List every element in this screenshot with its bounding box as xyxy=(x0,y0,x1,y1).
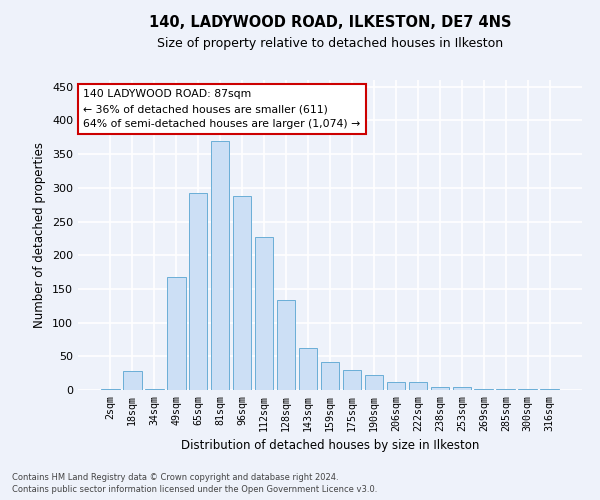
Bar xyxy=(277,300,295,390)
Bar xyxy=(145,388,164,390)
Bar xyxy=(189,192,208,390)
Bar xyxy=(101,388,119,390)
Bar xyxy=(475,388,493,390)
Bar xyxy=(365,374,383,390)
Bar xyxy=(320,362,340,390)
X-axis label: Distribution of detached houses by size in Ilkeston: Distribution of detached houses by size … xyxy=(181,439,479,452)
Bar xyxy=(299,348,317,390)
Text: 140 LADYWOOD ROAD: 87sqm
← 36% of detached houses are smaller (611)
64% of semi-: 140 LADYWOOD ROAD: 87sqm ← 36% of detach… xyxy=(83,90,360,129)
Bar xyxy=(255,237,274,390)
Bar xyxy=(167,277,185,390)
Text: 140, LADYWOOD ROAD, ILKESTON, DE7 4NS: 140, LADYWOOD ROAD, ILKESTON, DE7 4NS xyxy=(149,15,511,30)
Bar xyxy=(386,382,405,390)
Bar xyxy=(343,370,361,390)
Bar xyxy=(409,382,427,390)
Bar xyxy=(123,371,142,390)
Text: Size of property relative to detached houses in Ilkeston: Size of property relative to detached ho… xyxy=(157,38,503,51)
Bar xyxy=(452,388,471,390)
Bar xyxy=(211,140,229,390)
Text: Contains public sector information licensed under the Open Government Licence v3: Contains public sector information licen… xyxy=(12,485,377,494)
Bar xyxy=(233,196,251,390)
Bar xyxy=(431,386,449,390)
Text: Contains HM Land Registry data © Crown copyright and database right 2024.: Contains HM Land Registry data © Crown c… xyxy=(12,474,338,482)
Y-axis label: Number of detached properties: Number of detached properties xyxy=(34,142,46,328)
